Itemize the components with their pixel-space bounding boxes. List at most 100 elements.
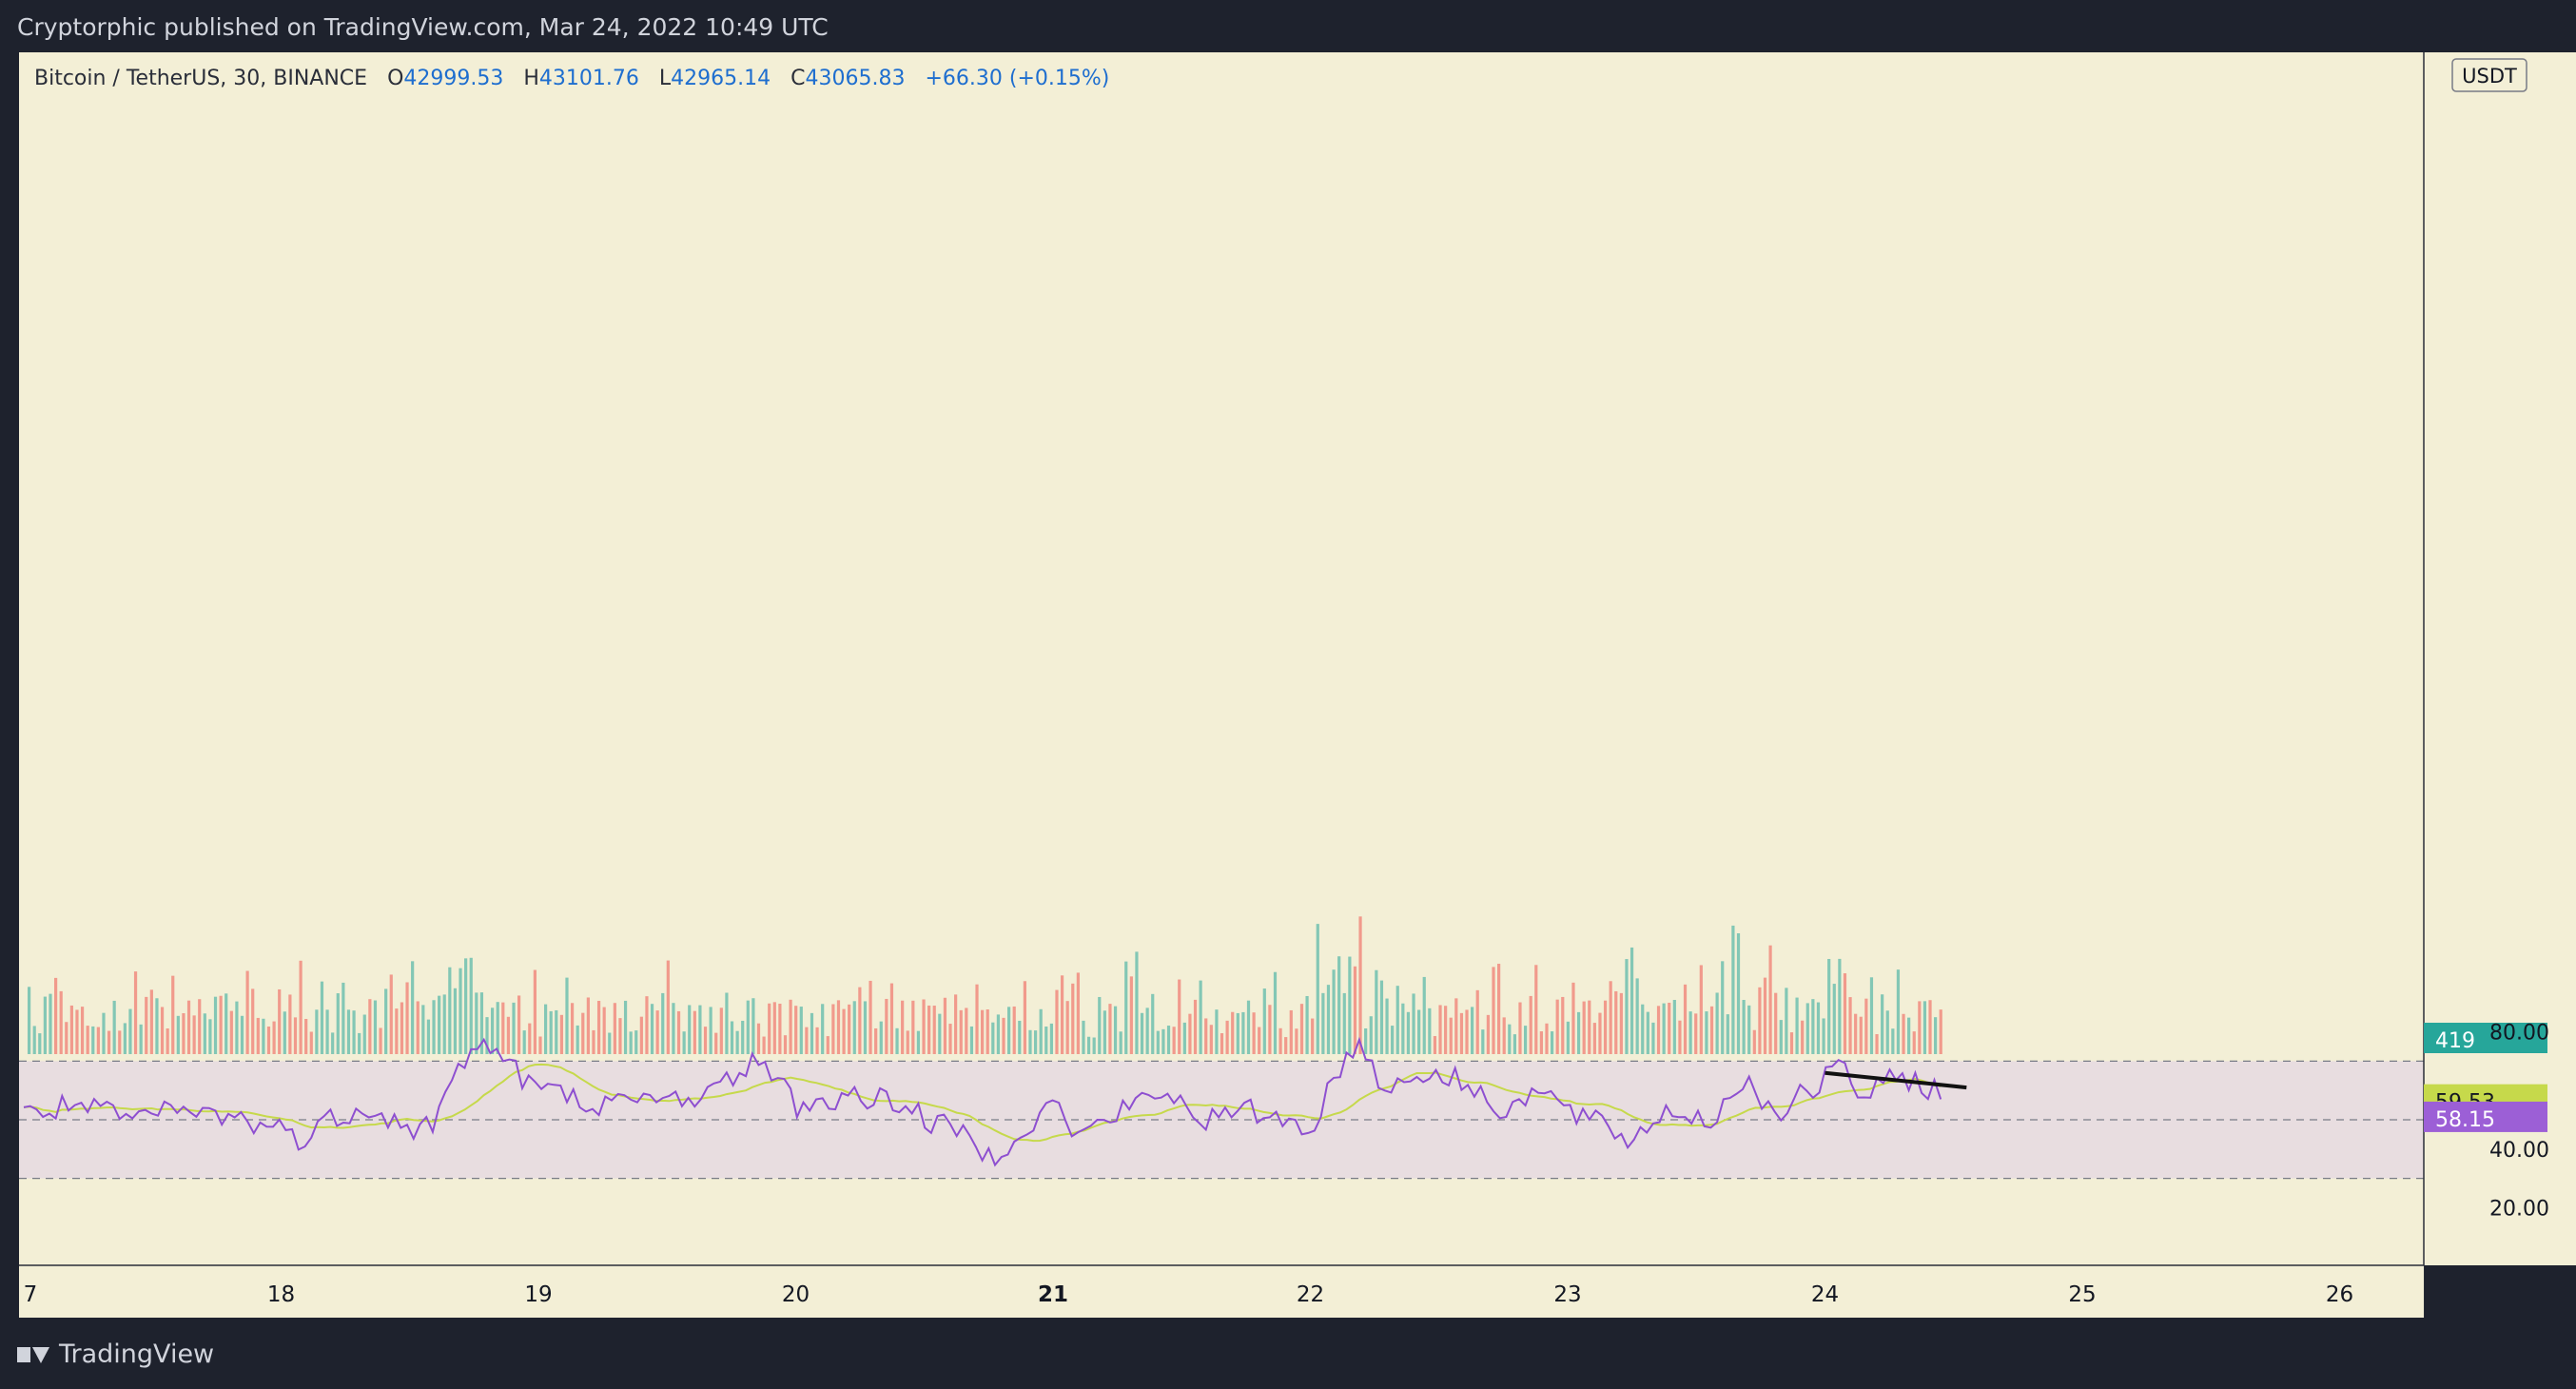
volume-bar: [1033, 1030, 1038, 1054]
volume-bar: [1646, 1011, 1649, 1054]
currency-button[interactable]: [2451, 58, 2527, 92]
volume-bar: [315, 1009, 319, 1054]
volume-bar: [1428, 1008, 1432, 1054]
volume-bar: [1076, 972, 1080, 1054]
volume-bar: [102, 1012, 106, 1054]
volume-bar: [1550, 1031, 1554, 1054]
volume-bar: [874, 1027, 878, 1054]
volume-bar: [1071, 983, 1075, 1054]
volume-bar: [1438, 1005, 1442, 1054]
volume-bar: [240, 1015, 244, 1054]
volume-bar: [123, 1023, 127, 1054]
time-tick-label: 24: [1811, 1282, 1839, 1307]
volume-bar: [1822, 1018, 1825, 1054]
volume-bar: [1007, 1007, 1011, 1054]
volume-bar: [1843, 973, 1847, 1054]
volume-bar: [149, 989, 153, 1054]
volume-bar: [192, 1015, 196, 1054]
volume-bar: [112, 1000, 116, 1054]
volume-bar: [182, 1013, 185, 1054]
volume-bar: [1609, 981, 1612, 1054]
volume-bar: [1694, 1013, 1698, 1054]
volume-bar: [1763, 977, 1767, 1054]
change-value: +66.30 (+0.15%): [925, 67, 1110, 90]
volume-bar: [1726, 1014, 1729, 1054]
volume-bar: [1774, 992, 1778, 1054]
volume-bar: [1454, 998, 1458, 1054]
volume-bar: [1215, 1009, 1219, 1054]
volume-bar: [1209, 1025, 1213, 1054]
rsi-ma-value-tag: [2424, 1101, 2547, 1132]
volume-bar: [1252, 1012, 1256, 1054]
volume-bar: [805, 1027, 809, 1054]
volume-bar: [1065, 1001, 1069, 1054]
volume-bar: [1299, 1004, 1304, 1054]
volume-bar: [411, 961, 415, 1054]
volume-bar: [27, 987, 31, 1054]
time-tick-label: 26: [2326, 1282, 2353, 1307]
volume-bar: [613, 1003, 616, 1054]
volume-bar: [1481, 1029, 1485, 1054]
volume-bar: [96, 1027, 100, 1054]
volume-bar: [576, 1025, 579, 1054]
volume-bar: [1811, 999, 1815, 1054]
volume-bar: [1129, 976, 1133, 1054]
volume-bar: [1731, 925, 1735, 1054]
currency-label: USDT: [2462, 65, 2517, 88]
volume-bar: [1758, 987, 1762, 1054]
rsi-divergence-line[interactable]: [1825, 1070, 1967, 1090]
volume-bar: [555, 1009, 558, 1054]
volume-bar: [639, 1016, 643, 1054]
volume-bar: [49, 993, 52, 1054]
volume-bar: [725, 992, 729, 1054]
time-tick-label: 7: [24, 1282, 38, 1307]
price-axis[interactable]: [2424, 52, 2576, 1265]
volume-bar: [1598, 1012, 1602, 1054]
volume-bar: [278, 988, 282, 1054]
volume-bar: [1571, 982, 1575, 1054]
volume-bar: [1348, 956, 1352, 1054]
volume-bar: [272, 1021, 276, 1054]
volume-bar: [459, 968, 462, 1054]
volume-bar: [517, 995, 521, 1054]
time-axis[interactable]: [19, 1265, 2424, 1318]
volume-tag: [2424, 1023, 2547, 1053]
volume-bar: [229, 1010, 233, 1054]
volume-bar: [996, 1014, 1001, 1054]
volume-bar: [655, 1010, 659, 1054]
footer-brand[interactable]: TradingView: [17, 1340, 214, 1369]
volume-bar: [506, 1016, 511, 1054]
rsi-ma-line[interactable]: [23, 1063, 1942, 1143]
volume-bar: [432, 1000, 436, 1054]
volume-bar: [852, 1001, 856, 1054]
volume-bar: [596, 1000, 601, 1054]
volume-bar: [1709, 1006, 1714, 1054]
volume-bar: [491, 1008, 495, 1054]
volume-bar: [1103, 1010, 1106, 1054]
volume-bar: [1816, 1002, 1821, 1054]
volume-bar: [80, 1007, 85, 1054]
volume-bar: [608, 1032, 612, 1054]
volume-bar: [1358, 916, 1362, 1054]
volume-bar: [581, 1012, 585, 1054]
rsi-line[interactable]: [23, 1036, 1942, 1167]
volume-bar: [416, 1001, 420, 1054]
volume-bar: [1539, 1031, 1543, 1054]
close-value: 43065.83: [805, 67, 906, 90]
volume-bar: [400, 1002, 404, 1054]
volume-bar: [879, 1021, 883, 1054]
volume-bar: [1928, 1000, 1932, 1054]
volume-bar: [821, 1004, 825, 1054]
rsi-tick-label: 20.00: [2489, 1197, 2549, 1221]
volume-bar: [1262, 988, 1266, 1054]
volume-bar: [1896, 969, 1901, 1054]
volume-bar: [629, 1031, 633, 1054]
open-value: 42999.53: [403, 67, 504, 90]
volume-bar: [543, 1004, 548, 1054]
volume-bar: [1779, 1020, 1783, 1054]
volume-bar: [559, 1014, 563, 1054]
volume-bar: [932, 1006, 936, 1054]
volume-bar: [1332, 969, 1336, 1054]
volume-bar: [32, 1026, 36, 1054]
